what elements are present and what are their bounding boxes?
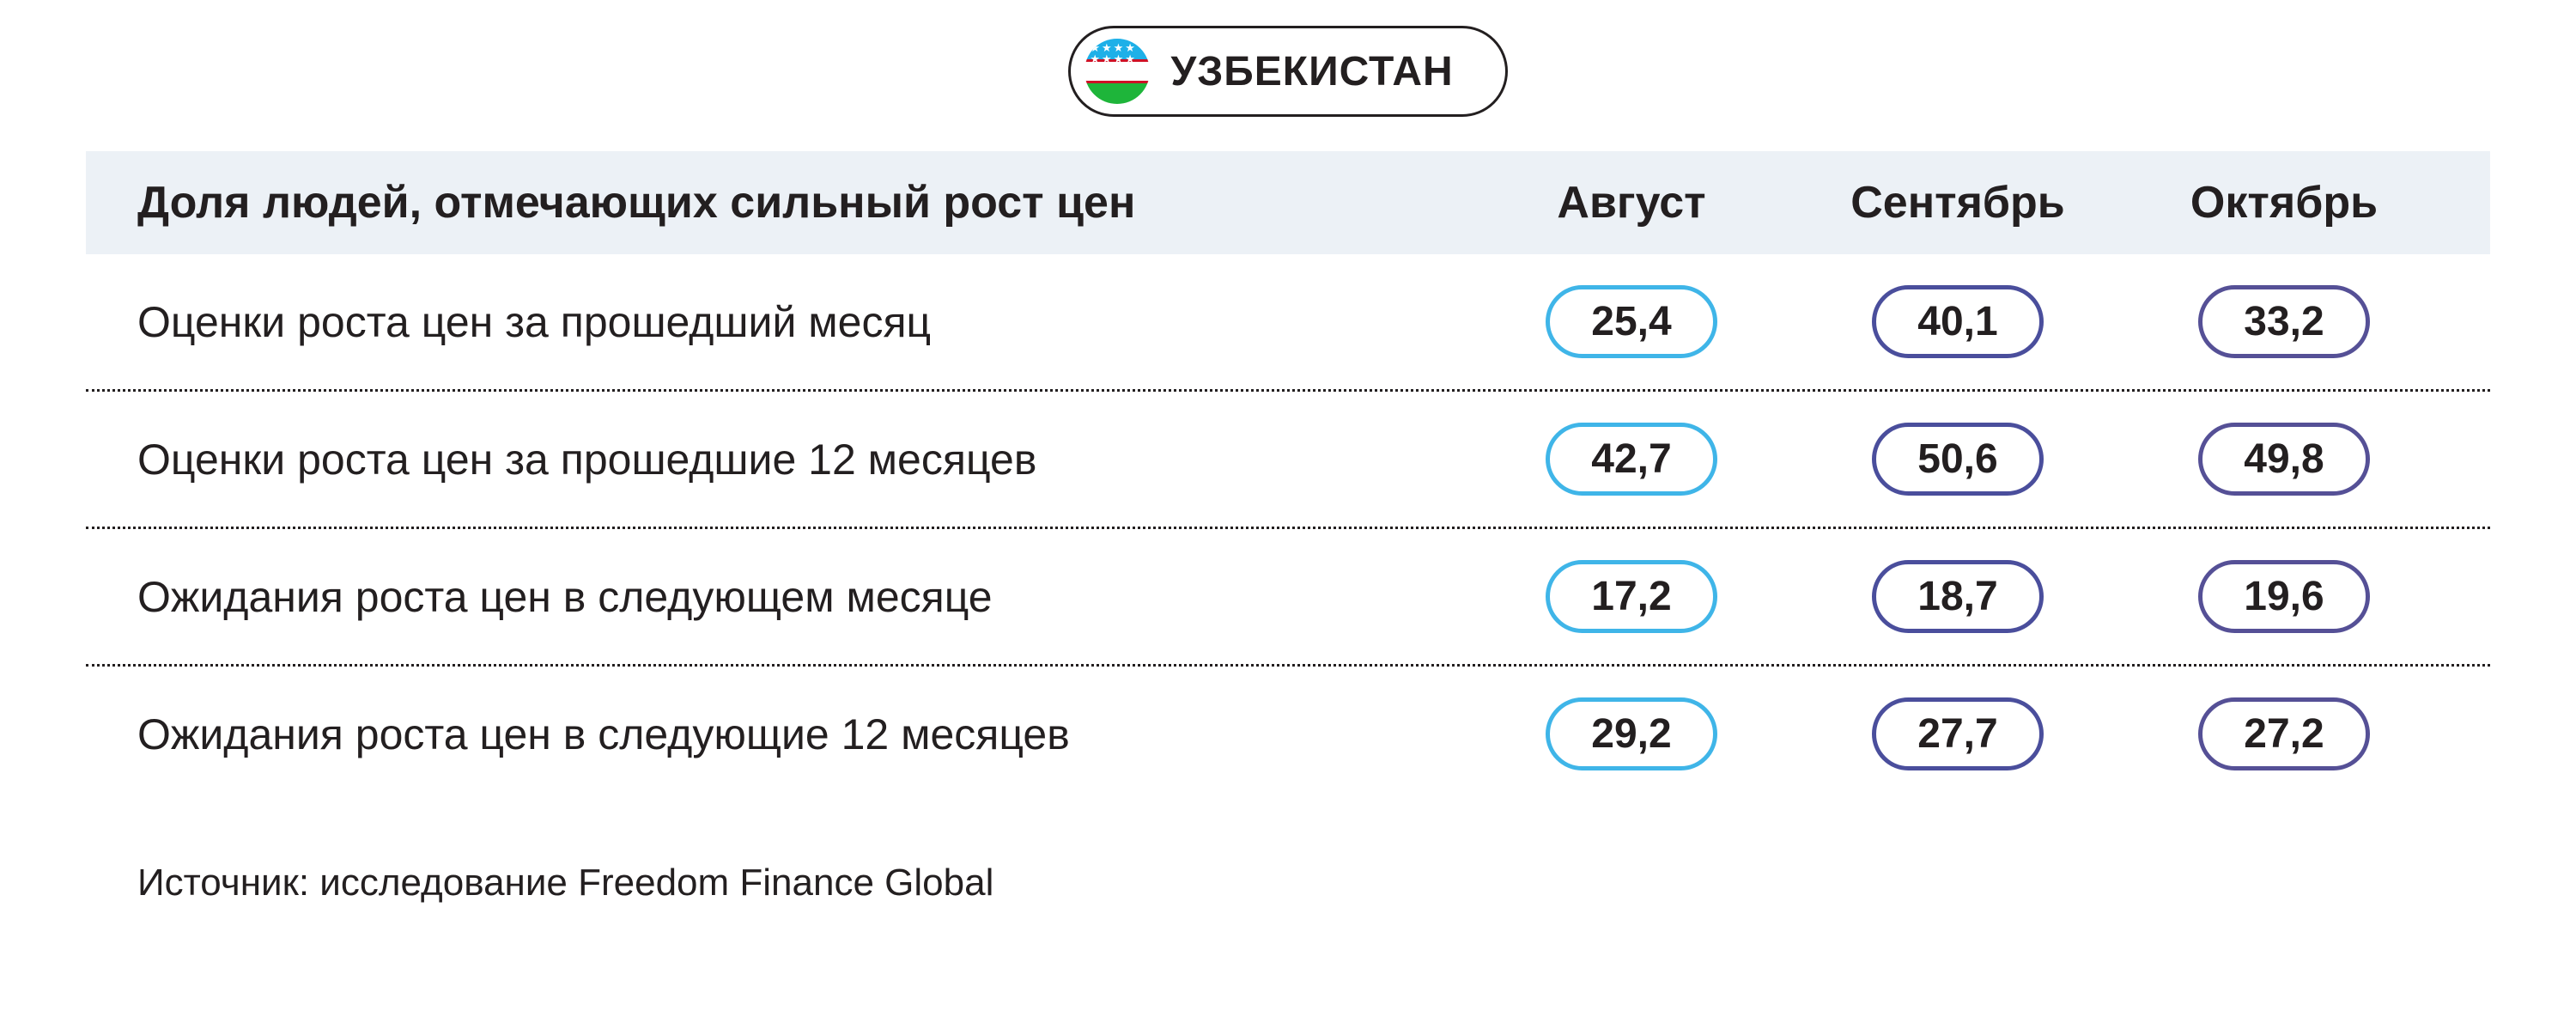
value-pill: 29,2 <box>1546 697 1717 770</box>
header-month-october: Октябрь <box>2129 177 2439 228</box>
value-pill: 17,2 <box>1546 560 1717 633</box>
value-pill: 40,1 <box>1872 285 2044 358</box>
row-label: Ожидания роста цен в следующем месяце <box>137 572 1460 622</box>
value-pill: 27,7 <box>1872 697 2044 770</box>
value-pill: 27,2 <box>2198 697 2370 770</box>
table-row: Ожидания роста цен в следующем месяце 17… <box>86 529 2490 667</box>
country-name: УЗБЕКИСТАН <box>1170 48 1453 95</box>
table-row: Оценки роста цен за прошедший месяц 25,4… <box>86 254 2490 392</box>
value-pill: 42,7 <box>1546 423 1717 496</box>
value-pill: 49,8 <box>2198 423 2370 496</box>
source-note: Источник: исследование Freedom Finance G… <box>86 862 2490 904</box>
row-label: Ожидания роста цен в следующие 12 месяце… <box>137 709 1460 759</box>
header-month-august: Август <box>1477 177 1786 228</box>
value-pill: 50,6 <box>1872 423 2044 496</box>
uzbekistan-flag-icon: ★★★★★★★★★★★★ <box>1084 39 1150 104</box>
row-label: Оценки роста цен за прошедшие 12 месяцев <box>137 435 1460 484</box>
value-pill: 25,4 <box>1546 285 1717 358</box>
value-pill: 19,6 <box>2198 560 2370 633</box>
table-header: Доля людей, отмечающих сильный рост цен … <box>86 151 2490 254</box>
country-pill: ★★★★★★★★★★★★ УЗБЕКИСТАН <box>1068 26 1507 117</box>
value-pill: 18,7 <box>1872 560 2044 633</box>
table-row: Оценки роста цен за прошедшие 12 месяцев… <box>86 392 2490 529</box>
row-label: Оценки роста цен за прошедший месяц <box>137 297 1460 347</box>
header-metric: Доля людей, отмечающих сильный рост цен <box>137 177 1460 228</box>
header-month-september: Сентябрь <box>1803 177 2112 228</box>
table-row: Ожидания роста цен в следующие 12 месяце… <box>86 667 2490 801</box>
price-perception-table: Доля людей, отмечающих сильный рост цен … <box>86 151 2490 801</box>
value-pill: 33,2 <box>2198 285 2370 358</box>
